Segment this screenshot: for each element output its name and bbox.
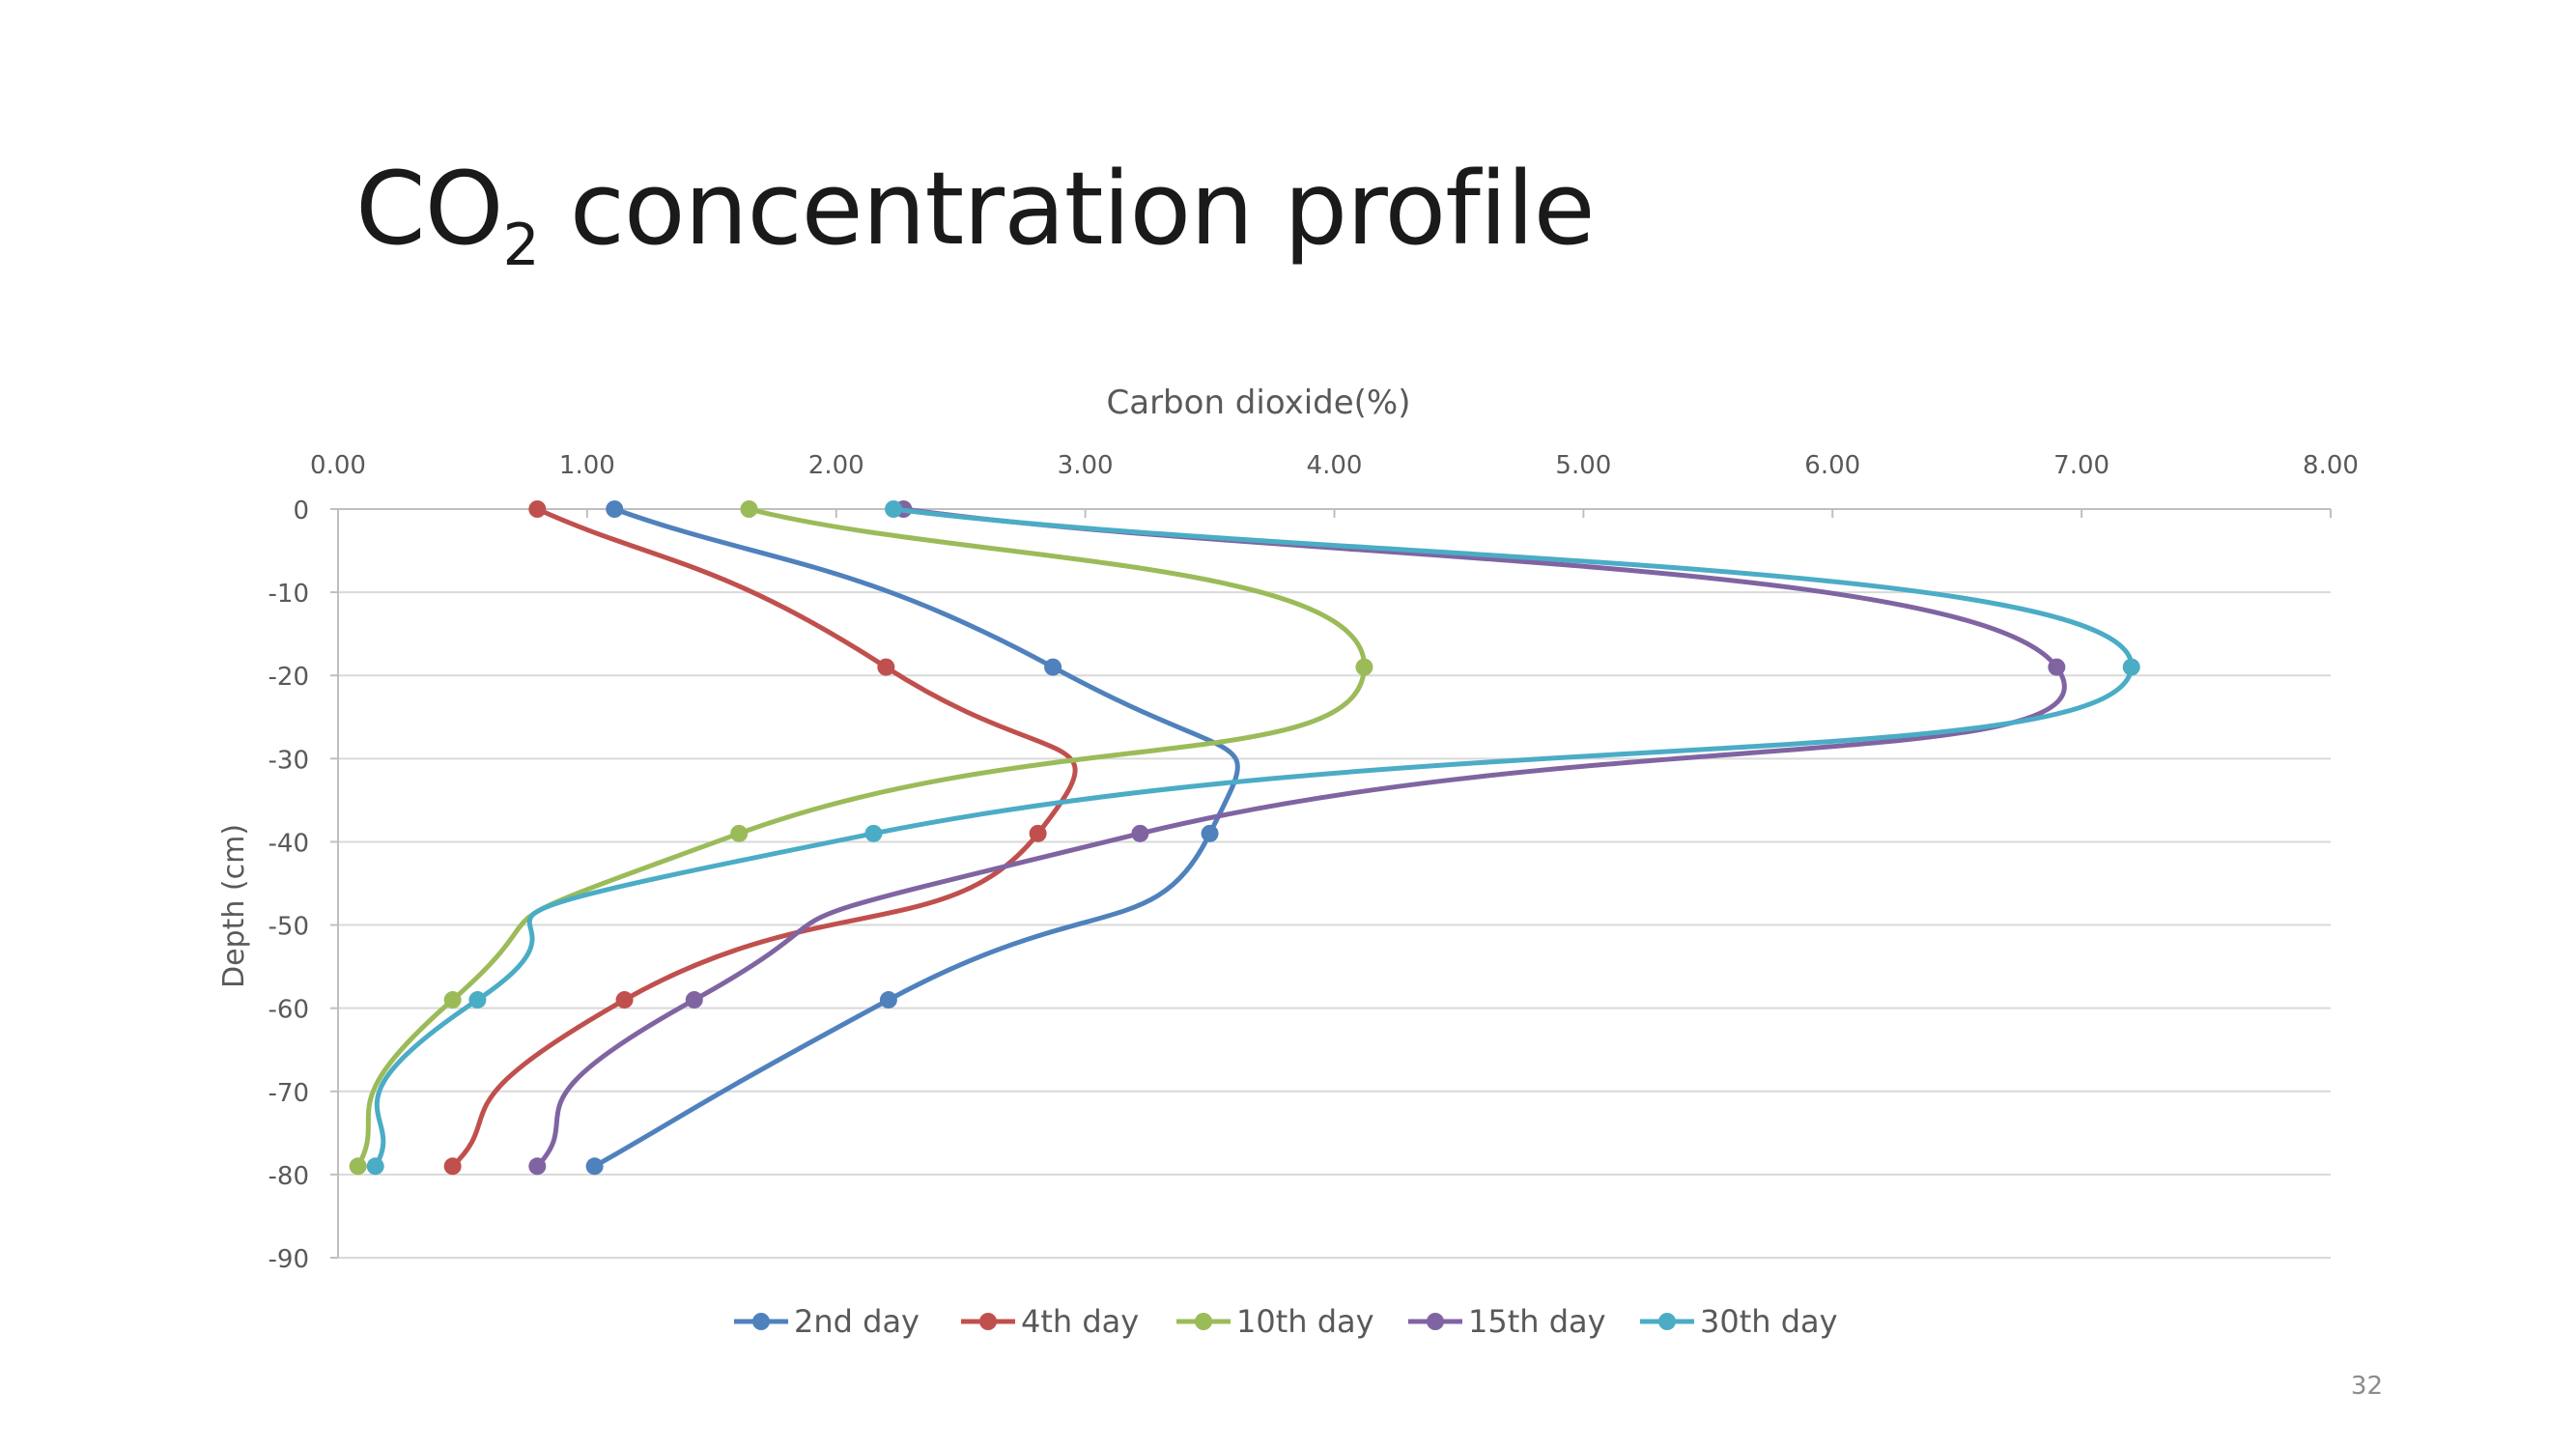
series-4th-day (443, 500, 1078, 1176)
data-point (606, 500, 624, 518)
data-point (740, 500, 758, 518)
data-point (1029, 824, 1047, 842)
legend-marker (1427, 1313, 1444, 1330)
legend-label: 10th day (1236, 1303, 1374, 1340)
legend-item: 30th day (1640, 1303, 1838, 1340)
slide-title: CO2 concentration profile (355, 150, 1596, 279)
data-point (468, 991, 487, 1009)
series-30th-day (366, 500, 2140, 1176)
page-number: 32 (2350, 1372, 2383, 1401)
x-tick-label: 8.00 (2303, 451, 2359, 480)
legend-marker (1658, 1313, 1676, 1330)
legend-label: 4th day (1021, 1303, 1139, 1340)
data-point (585, 1157, 604, 1176)
data-point (443, 1157, 462, 1176)
x-tick-label: 3.00 (1058, 451, 1114, 480)
data-point (615, 991, 634, 1009)
x-tick-label: 5.00 (1555, 451, 1611, 480)
x-tick-label: 0.00 (310, 451, 366, 480)
legend-marker (979, 1313, 997, 1330)
y-tick-label: -10 (269, 580, 309, 609)
y-tick-label: -30 (269, 746, 309, 775)
legend-label: 15th day (1468, 1303, 1606, 1340)
series-line (373, 506, 2135, 1169)
legend-layer: 2nd day 4th day 10th day 15th day 30th day (734, 1303, 1838, 1340)
y-tick-label: -40 (269, 829, 309, 858)
data-point (1131, 824, 1149, 842)
series-layer (349, 500, 2140, 1176)
title-rest: concentration profile (538, 150, 1596, 268)
data-point (1355, 658, 1373, 676)
series-10th-day (349, 500, 1373, 1176)
data-point (1044, 658, 1062, 676)
data-point (443, 991, 462, 1009)
data-point (2122, 658, 2140, 676)
x-tick-label: 1.00 (559, 451, 615, 480)
title-co: CO (355, 150, 503, 268)
data-point (366, 1157, 384, 1176)
grid-layer (338, 591, 2331, 1259)
y-tick-label: -70 (269, 1079, 309, 1108)
x-tick-label: 4.00 (1307, 451, 1363, 480)
x-tick-label: 6.00 (1804, 451, 1860, 480)
title-subscript: 2 (502, 212, 539, 279)
legend-marker (1195, 1313, 1212, 1330)
legend-label: 30th day (1700, 1303, 1838, 1340)
data-point (877, 658, 895, 676)
y-tick-label: -20 (269, 663, 309, 692)
legend-label: 2nd day (794, 1303, 920, 1340)
y-tick-label: 0 (293, 497, 309, 526)
data-point (879, 991, 897, 1009)
legend-marker (752, 1313, 770, 1330)
data-point (885, 500, 903, 518)
x-axis-title: Carbon dioxide(%) (1107, 384, 1411, 422)
data-point (528, 1157, 547, 1176)
data-point (864, 824, 883, 842)
y-axis-title: Depth (cm) (217, 824, 251, 988)
legend-item: 4th day (961, 1303, 1139, 1340)
data-point (528, 500, 547, 518)
data-point (730, 824, 749, 842)
y-tick-label: -80 (269, 1162, 309, 1191)
legend-item: 15th day (1408, 1303, 1606, 1340)
legend-item: 10th day (1176, 1303, 1374, 1340)
series-2nd-day (585, 500, 1240, 1176)
x-tick-label: 2.00 (808, 451, 864, 480)
axes-layer: 0 -10 -20 -30 -40 -50 -60 -70 -80 -90 0.00 1.00 2.00… (269, 451, 2359, 1274)
y-tick-label: -90 (269, 1245, 309, 1274)
data-point (1201, 824, 1219, 842)
x-tick-label: 7.00 (2053, 451, 2109, 480)
data-point (349, 1157, 367, 1176)
y-tick-label: -50 (269, 913, 309, 942)
data-point (685, 991, 703, 1009)
series-line (355, 506, 1367, 1169)
legend-item: 2nd day (734, 1303, 920, 1340)
data-point (2048, 658, 2066, 676)
y-tick-label: -60 (269, 996, 309, 1025)
